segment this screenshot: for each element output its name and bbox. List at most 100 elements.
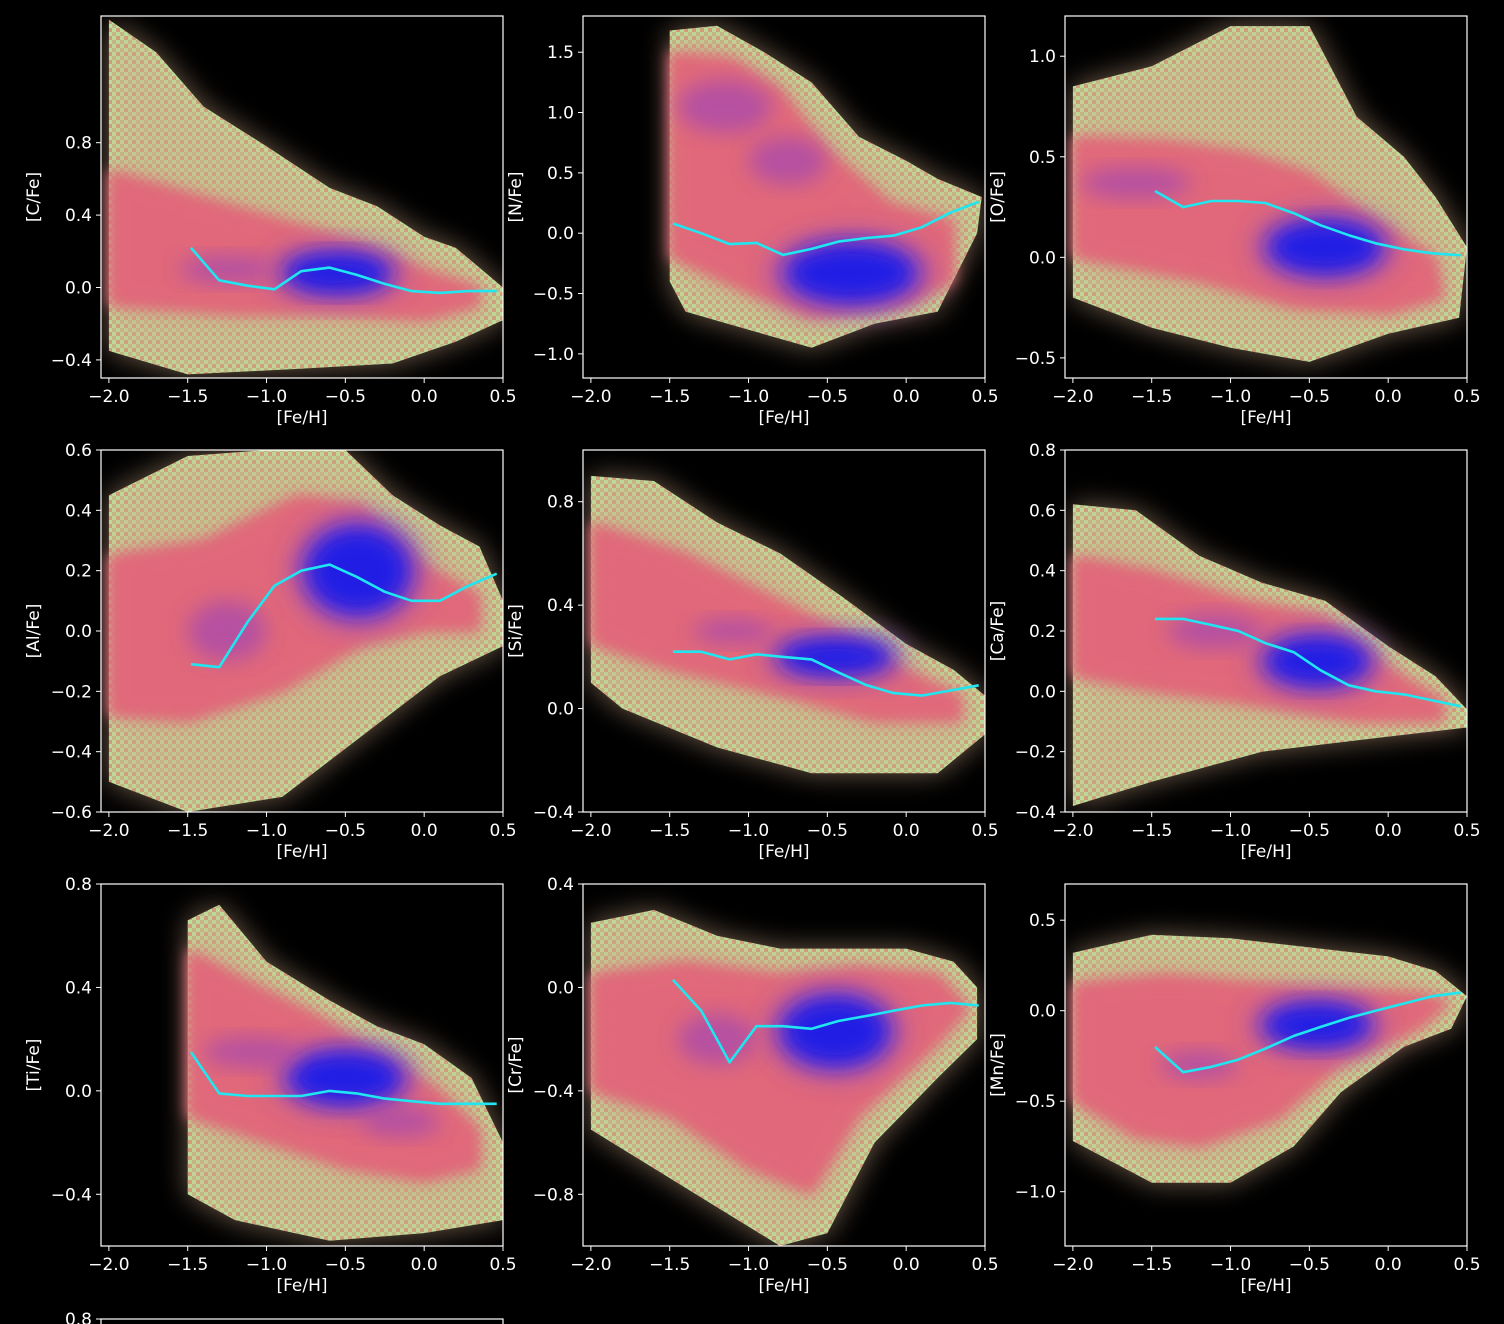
y-tick-label: 0.4 xyxy=(65,501,92,521)
y-tick-label: 0.0 xyxy=(65,1082,92,1102)
y-tick-label: 0.5 xyxy=(1029,148,1056,168)
y-tick-label: −0.4 xyxy=(533,1082,574,1102)
x-tick-label: −1.0 xyxy=(246,821,287,841)
y-tick-label: 0.4 xyxy=(547,596,574,616)
y-tick-label: −1.0 xyxy=(533,345,574,365)
axes-frame xyxy=(1064,15,1468,379)
y-tick-label: −0.2 xyxy=(51,682,92,702)
axes-frame xyxy=(582,883,986,1247)
x-tick-label: 0.0 xyxy=(411,821,438,841)
density-heatmap xyxy=(1072,934,1467,1183)
x-tick-label: 0.5 xyxy=(1453,821,1480,841)
x-axis-label: [Fe/H] xyxy=(758,1276,809,1296)
y-tick-label: 0.0 xyxy=(1029,248,1056,268)
median-trend-line xyxy=(672,650,979,697)
y-tick-label: 0.0 xyxy=(547,978,574,998)
panel-1: −2.0 −1.5 −1.0 −0.5 0.0 0.5 −0.4 0.0 0.4 0.8 [Fe/H… xyxy=(24,15,517,428)
x-axis-label: [Fe/H] xyxy=(758,408,809,428)
x-tick-label: −2.0 xyxy=(570,1255,611,1275)
y-axis-label: [N/Fe] xyxy=(506,171,526,222)
x-axis-label: [Fe/H] xyxy=(276,842,327,862)
x-tick-label: −1.5 xyxy=(649,387,690,407)
density-heatmap xyxy=(590,475,985,774)
y-tick-label: 0.6 xyxy=(1029,501,1056,521)
y-tick-label: 0.5 xyxy=(1029,911,1056,931)
density-heatmap xyxy=(669,25,982,348)
y-axis-label: [Mn/Fe] xyxy=(988,1033,1008,1097)
y-tick-label: −0.4 xyxy=(51,351,92,371)
x-tick-label: −1.0 xyxy=(1210,821,1251,841)
y-axis-label: [Si/Fe] xyxy=(506,604,526,658)
axes-frame xyxy=(100,1318,504,1324)
panel-4: −2.0 −1.5 −1.0 −0.5 0.0 0.5 −0.6 −0.4 −0.2 0.0 0.2… xyxy=(24,441,517,862)
x-tick-label: −0.5 xyxy=(325,821,366,841)
x-tick-label: −1.0 xyxy=(728,821,769,841)
y-axis-label: [O/Fe] xyxy=(988,171,1008,223)
median-trend-line xyxy=(189,246,497,295)
x-tick-label: −0.5 xyxy=(807,821,848,841)
x-tick-label: −0.5 xyxy=(1289,821,1330,841)
x-tick-label: 0.0 xyxy=(893,387,920,407)
y-tick-label: −0.8 xyxy=(533,1185,574,1205)
panel-7: −2.0 −1.5 −1.0 −0.5 0.0 0.5 −0.4 0.0 0.4 0.8 [Fe/H… xyxy=(24,875,517,1296)
y-tick-label: −0.5 xyxy=(1015,1092,1056,1112)
y-tick-label: 0.8 xyxy=(65,875,92,895)
x-tick-label: 0.5 xyxy=(971,1255,998,1275)
density-heatmap xyxy=(1072,26,1467,362)
y-axis-label: [Ca/Fe] xyxy=(988,601,1008,662)
x-tick-label: 0.0 xyxy=(1375,387,1402,407)
x-tick-label: −1.5 xyxy=(1131,1255,1172,1275)
density-heatmap xyxy=(108,450,503,812)
y-tick-label: 1.0 xyxy=(1029,47,1056,67)
y-tick-label: 0.0 xyxy=(547,700,574,720)
y-tick-label: −1.0 xyxy=(1015,1183,1056,1203)
y-tick-label: 0.2 xyxy=(1029,622,1056,642)
x-tick-label: −1.5 xyxy=(1131,821,1172,841)
y-tick-label: −0.6 xyxy=(51,803,92,823)
y-tick-label: 0.4 xyxy=(547,875,574,895)
x-tick-label: −1.5 xyxy=(649,821,690,841)
x-tick-label: 0.0 xyxy=(411,387,438,407)
y-tick-label: 0.8 xyxy=(65,134,92,154)
y-tick-label: −0.4 xyxy=(51,1185,92,1205)
y-tick-label: 0.4 xyxy=(65,206,92,226)
x-tick-label: 0.5 xyxy=(971,821,998,841)
x-tick-label: −1.0 xyxy=(1210,387,1251,407)
panel-3: −2.0 −1.5 −1.0 −0.5 0.0 0.5 −0.5 0.0 0.5 1.0 [Fe/H… xyxy=(988,15,1481,428)
x-tick-label: −2.0 xyxy=(1052,387,1093,407)
x-tick-label: −1.5 xyxy=(167,1255,208,1275)
x-axis-label: [Fe/H] xyxy=(1240,1276,1291,1296)
x-tick-label: 0.5 xyxy=(1453,387,1480,407)
x-tick-label: −1.5 xyxy=(649,1255,690,1275)
panel-9: −2.0 −1.5 −1.0 −0.5 0.0 0.5 −1.0 −0.5 0.0 0.5 [Fe/… xyxy=(988,883,1481,1296)
x-tick-label: 0.5 xyxy=(489,821,516,841)
x-axis-label: [Fe/H] xyxy=(758,842,809,862)
density-heatmap xyxy=(187,904,503,1241)
x-tick-label: 0.0 xyxy=(893,1255,920,1275)
y-axis-label: [C/Fe] xyxy=(24,172,44,222)
y-tick-label: −0.4 xyxy=(51,743,92,763)
y-tick-label: 0.0 xyxy=(65,622,92,642)
x-tick-label: −0.5 xyxy=(325,1255,366,1275)
panel-10: 0.8 xyxy=(65,1310,504,1324)
x-tick-label: −0.5 xyxy=(1289,387,1330,407)
x-axis-label: [Fe/H] xyxy=(1240,408,1291,428)
median-trend-line xyxy=(190,563,498,669)
panel-2: −2.0 −1.5 −1.0 −0.5 0.0 0.5 −1.0 −0.5 0.0 0.5 1.0 1… xyxy=(506,15,999,428)
x-tick-label: −2.0 xyxy=(88,387,129,407)
y-tick-label: 0.6 xyxy=(65,441,92,461)
median-trend-line xyxy=(189,1051,497,1106)
y-axis-label: [Cr/Fe] xyxy=(506,1036,526,1093)
x-tick-label: −0.5 xyxy=(1289,1255,1330,1275)
median-trend-line xyxy=(1154,189,1461,257)
x-tick-label: −2.0 xyxy=(570,821,611,841)
x-tick-label: −0.5 xyxy=(807,387,848,407)
y-tick-label: 0.8 xyxy=(65,1310,92,1324)
x-tick-label: −2.0 xyxy=(1052,821,1093,841)
median-trend-line xyxy=(1154,617,1461,708)
x-tick-label: 0.0 xyxy=(1375,1255,1402,1275)
y-tick-label: −0.2 xyxy=(1015,743,1056,763)
x-tick-label: −2.0 xyxy=(570,387,611,407)
median-trend-line xyxy=(671,978,979,1064)
